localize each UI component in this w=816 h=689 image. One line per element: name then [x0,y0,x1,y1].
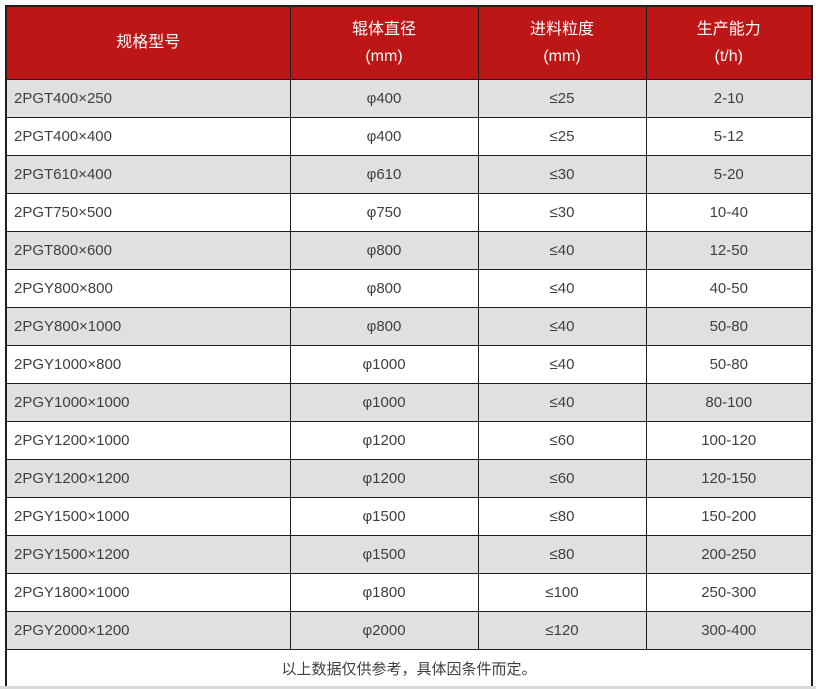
roller-diameter-cell: φ1000 [289,344,479,384]
table-row: 2PGT610×400 φ610 ≤30 5-20 [5,154,813,194]
model-cell: 2PGT400×250 [5,78,291,118]
feed-size-cell: ≤100 [477,572,647,612]
feed-size-cell: ≤25 [477,116,647,156]
capacity-cell: 80-100 [645,382,813,422]
capacity-cell: 100-120 [645,420,813,460]
feed-size-cell: ≤40 [477,344,647,384]
capacity-cell: 12-50 [645,230,813,270]
roller-diameter-cell: φ1500 [289,496,479,536]
page-bottom-edge [0,686,816,689]
feed-size-cell: ≤30 [477,154,647,194]
feed-size-cell: ≤120 [477,610,647,650]
model-cell: 2PGY1000×800 [5,344,291,384]
header-row: 规格型号 辊体直径 (mm) 进料粒度 (mm) 生产能力 (t/h) [5,5,813,80]
feed-size-cell: ≤60 [477,458,647,498]
capacity-cell: 250-300 [645,572,813,612]
table-row: 2PGY1200×1200 φ1200 ≤60 120-150 [5,458,813,498]
feed-size-cell: ≤80 [477,496,647,536]
capacity-cell: 50-80 [645,306,813,346]
table-row: 2PGY1800×1000 φ1800 ≤100 250-300 [5,572,813,612]
capacity-cell: 300-400 [645,610,813,650]
model-cell: 2PGY1800×1000 [5,572,291,612]
roller-diameter-cell: φ1500 [289,534,479,574]
table-body: 2PGT400×250 φ400 ≤25 2-10 2PGT400×400 φ4… [5,78,813,650]
roller-diameter-cell: φ610 [289,154,479,194]
header-roller-diameter: 辊体直径 (mm) [289,5,479,80]
model-cell: 2PGY1500×1200 [5,534,291,574]
header-feed-size-label: 进料粒度 [529,20,594,38]
capacity-cell: 10-40 [645,192,813,232]
model-cell: 2PGY1200×1200 [5,458,291,498]
model-cell: 2PGT800×600 [5,230,291,270]
model-cell: 2PGY800×800 [5,268,291,308]
table-row: 2PGT400×400 φ400 ≤25 5-12 [5,116,813,156]
capacity-cell: 150-200 [645,496,813,536]
capacity-cell: 40-50 [645,268,813,308]
roller-diameter-cell: φ1200 [289,458,479,498]
feed-size-cell: ≤40 [477,382,647,422]
capacity-cell: 2-10 [645,78,813,118]
table-footer: 以上数据仅供参考，具体因条件而定。 [5,648,813,689]
roller-diameter-cell: φ2000 [289,610,479,650]
header-feed-size-unit: (mm) [543,47,581,65]
footnote-row: 以上数据仅供参考，具体因条件而定。 [5,648,813,689]
feed-size-cell: ≤40 [477,306,647,346]
header-model-label: 规格型号 [116,34,181,52]
model-cell: 2PGY2000×1200 [5,610,291,650]
capacity-cell: 200-250 [645,534,813,574]
model-cell: 2PGY1200×1000 [5,420,291,460]
table-row: 2PGT800×600 φ800 ≤40 12-50 [5,230,813,270]
table-row: 2PGY2000×1200 φ2000 ≤120 300-400 [5,610,813,650]
header-model: 规格型号 [5,5,291,80]
roller-diameter-cell: φ800 [289,306,479,346]
table-row: 2PGT400×250 φ400 ≤25 2-10 [5,78,813,118]
table-row: 2PGY1000×1000 φ1000 ≤40 80-100 [5,382,813,422]
table-header: 规格型号 辊体直径 (mm) 进料粒度 (mm) 生产能力 (t/h) [5,5,813,80]
footnote: 以上数据仅供参考，具体因条件而定。 [5,648,813,689]
roller-diameter-cell: φ400 [289,116,479,156]
feed-size-cell: ≤40 [477,230,647,270]
model-cell: 2PGY800×1000 [5,306,291,346]
roller-diameter-cell: φ1200 [289,420,479,460]
feed-size-cell: ≤25 [477,78,647,118]
model-cell: 2PGT400×400 [5,116,291,156]
feed-size-cell: ≤80 [477,534,647,574]
roller-diameter-cell: φ1800 [289,572,479,612]
table-row: 2PGY1200×1000 φ1200 ≤60 100-120 [5,420,813,460]
feed-size-cell: ≤40 [477,268,647,308]
header-roller-diameter-unit: (mm) [365,47,403,65]
capacity-cell: 5-20 [645,154,813,194]
roller-diameter-cell: φ750 [289,192,479,232]
spec-table: 规格型号 辊体直径 (mm) 进料粒度 (mm) 生产能力 (t/h) 2PGT400… [5,5,813,689]
feed-size-cell: ≤60 [477,420,647,460]
roller-diameter-cell: φ400 [289,78,479,118]
table-row: 2PGY800×800 φ800 ≤40 40-50 [5,268,813,308]
table-row: 2PGY1000×800 φ1000 ≤40 50-80 [5,344,813,384]
roller-diameter-cell: φ1000 [289,382,479,422]
header-feed-size: 进料粒度 (mm) [477,5,647,80]
model-cell: 2PGT610×400 [5,154,291,194]
model-cell: 2PGY1000×1000 [5,382,291,422]
roller-diameter-cell: φ800 [289,230,479,270]
header-capacity: 生产能力 (t/h) [645,5,813,80]
capacity-cell: 50-80 [645,344,813,384]
feed-size-cell: ≤30 [477,192,647,232]
capacity-cell: 120-150 [645,458,813,498]
table-row: 2PGT750×500 φ750 ≤30 10-40 [5,192,813,232]
table-row: 2PGY800×1000 φ800 ≤40 50-80 [5,306,813,346]
roller-diameter-cell: φ800 [289,268,479,308]
table-row: 2PGY1500×1200 φ1500 ≤80 200-250 [5,534,813,574]
header-capacity-unit: (t/h) [714,47,743,65]
capacity-cell: 5-12 [645,116,813,156]
model-cell: 2PGT750×500 [5,192,291,232]
table-row: 2PGY1500×1000 φ1500 ≤80 150-200 [5,496,813,536]
header-roller-diameter-label: 辊体直径 [351,20,416,38]
model-cell: 2PGY1500×1000 [5,496,291,536]
header-capacity-label: 生产能力 [696,20,761,38]
